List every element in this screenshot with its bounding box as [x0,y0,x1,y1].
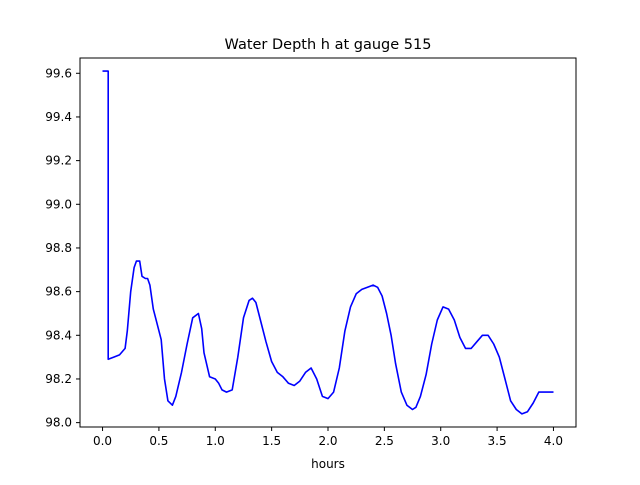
y-tick-label: 99.6 [45,66,72,80]
x-tick-label: 2.0 [318,434,337,448]
x-tick-label: 1.0 [206,434,225,448]
x-tick-label: 4.0 [544,434,563,448]
plot-marks [102,70,554,415]
x-tick-label: 2.5 [375,434,394,448]
x-axis-label: hours [311,457,345,471]
y-tick-label: 98.6 [45,285,72,299]
series-line-1 [102,70,554,415]
plot-frame [79,57,577,428]
x-tick-label: 0.0 [93,434,112,448]
y-tick-label: 98.4 [45,328,72,342]
y-tick-label: 98.0 [45,416,72,430]
chart-title: Water Depth h at gauge 515 [225,37,432,53]
y-tick-label: 99.4 [45,110,72,124]
x-tick-label: 3.0 [431,434,450,448]
x-tick-label: 0.5 [149,434,168,448]
x-axis: 0.0 0.5 1.0 1.5 2.0 2.5 3.0 3.5 4.0 [93,427,563,448]
y-tick-label: 98.2 [45,372,72,386]
y-axis: 98.0 98.2 98.4 98.6 98.8 99.0 99.2 99.4 99.6 [45,66,80,430]
y-tick-label: 99.0 [45,197,72,211]
x-tick-label: 3.5 [488,434,507,448]
x-tick-label: 1.5 [262,434,281,448]
y-tick-label: 98.8 [45,241,72,255]
y-tick-label: 99.2 [45,154,72,168]
